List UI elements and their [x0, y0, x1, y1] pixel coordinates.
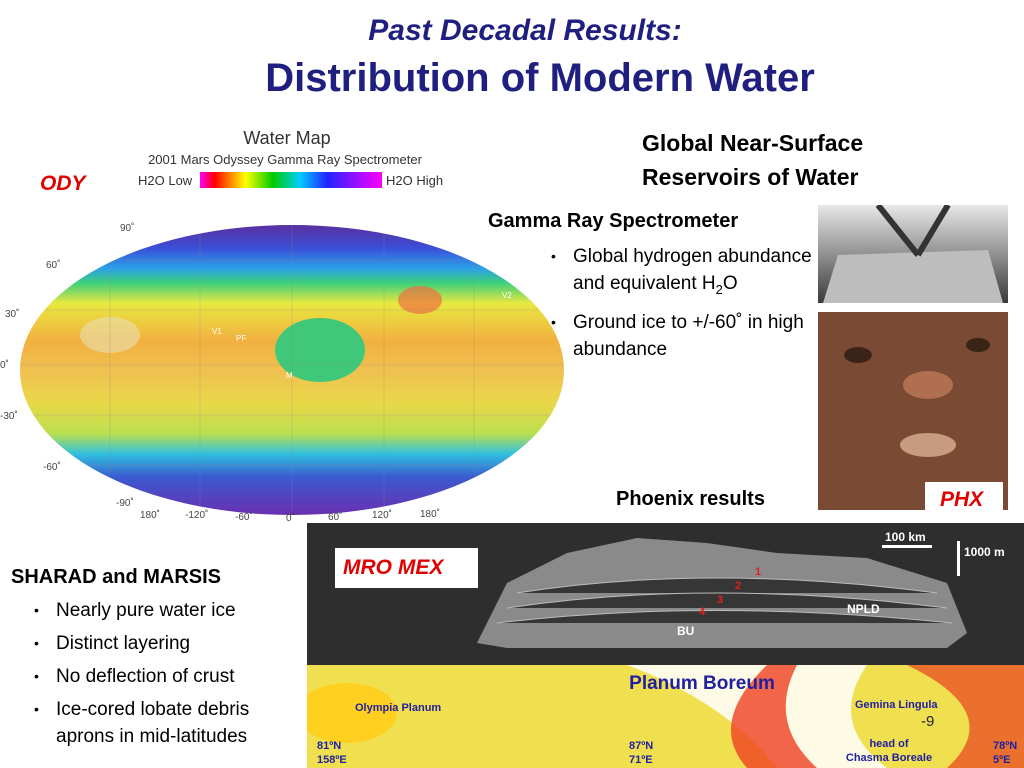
lat-label: -30˚ [0, 410, 18, 422]
lat-label: 90˚ [120, 222, 134, 234]
lon-label: 120˚ [372, 509, 392, 521]
heading-line: Global Near-Surface [642, 130, 864, 156]
lon-label: 180˚ [420, 508, 440, 520]
map-title: Water Map [243, 128, 330, 148]
lon-label: -120˚ [185, 509, 208, 521]
feature-label: V1 [212, 327, 222, 336]
lat-label: 30˚ [5, 308, 19, 320]
mro-box [335, 548, 478, 588]
chasma-label: head of [869, 738, 908, 750]
heading-line: Reservoirs of Water [642, 164, 859, 190]
layer-label: 3 [717, 594, 723, 606]
legend-high: H2O High [386, 173, 443, 188]
map-title: Planum Boreum [629, 673, 775, 694]
title-line2: Distribution of Modern Water [265, 56, 815, 100]
scale-vertical: 1000 m [964, 545, 1005, 559]
grs-bullets: Global hydrogen abundance and equivalent… [551, 243, 823, 363]
bullet: Nearly pure water ice [34, 597, 296, 624]
bullet-text: Global hydrogen abundance and equivalent… [573, 246, 812, 294]
bullet: Ground ice to +/-60˚ in high abundance [551, 309, 823, 363]
feature-label: V2 [502, 291, 512, 300]
color-bar [200, 172, 382, 188]
bullet: Ice-cored lobate debris aprons in mid-la… [34, 696, 296, 750]
phx-label: PHX [940, 488, 984, 511]
npld-label: NPLD [847, 602, 880, 616]
layer-label: 4 [699, 606, 706, 618]
coord: 78ºN [993, 740, 1017, 752]
title-line1: Past Decadal Results: [368, 14, 682, 47]
coord: 158ºE [317, 754, 347, 766]
layer-label: 1 [755, 566, 761, 578]
feature-label: PF [236, 334, 246, 343]
lon-label: -60˚ [235, 511, 253, 523]
lat-label: 60˚ [46, 259, 60, 271]
map-subtitle: 2001 Mars Odyssey Gamma Ray Spectrometer [148, 152, 422, 167]
lon-label: 60˚ [328, 511, 342, 523]
coord: 81ºN [317, 740, 341, 752]
phoenix-caption: Phoenix results [616, 488, 765, 510]
water-map: Water Map 2001 Mars Odyssey Gamma Ray Sp… [0, 128, 564, 524]
lat-label: -60˚ [43, 461, 61, 473]
bullet: No deflection of crust [34, 663, 296, 690]
chasma-label: Chasma Boreale [846, 752, 932, 764]
reservoirs-heading: Global Near-Surface Reservoirs of Water [642, 126, 863, 194]
lat-label: 0˚ [0, 359, 9, 371]
grs-heading: Gamma Ray Spectrometer [488, 210, 739, 232]
sharad-bullets: Nearly pure water ice Distinct layering … [34, 597, 296, 750]
bu-label: BU [677, 624, 694, 638]
coord: 71ºE [629, 754, 653, 766]
lat-label: -90˚ [116, 497, 134, 509]
bullet: Distinct layering [34, 630, 296, 657]
legend-low: H2O Low [138, 173, 193, 188]
feature-label: M [286, 371, 293, 380]
coord: 87ºN [629, 740, 653, 752]
page-number: -9 [921, 713, 934, 730]
coord: 5ºE [993, 754, 1010, 766]
bullet-text: O [722, 273, 738, 294]
lon-label: 180˚ [140, 509, 160, 521]
radar-figure: 100 km 1000 m NPLD BU 1 2 3 4 Planum Bor… [307, 523, 1024, 768]
ody-label: ODY [40, 172, 86, 195]
phoenix-photos [818, 205, 1008, 510]
layer-label: 2 [735, 580, 741, 592]
bullet: Global hydrogen abundance and equivalent… [551, 243, 823, 303]
lon-label: 0˚ [286, 512, 295, 524]
scale-horizontal: 100 km [885, 530, 926, 544]
mro-label: MRO MEX [343, 556, 444, 579]
subscript: 2 [715, 281, 723, 297]
phx-box [925, 482, 1003, 516]
sharad-heading: SHARAD and MARSIS [11, 566, 222, 588]
gemina-label: Gemina Lingula [855, 699, 938, 711]
olympia-label: Olympia Planum [355, 702, 441, 714]
